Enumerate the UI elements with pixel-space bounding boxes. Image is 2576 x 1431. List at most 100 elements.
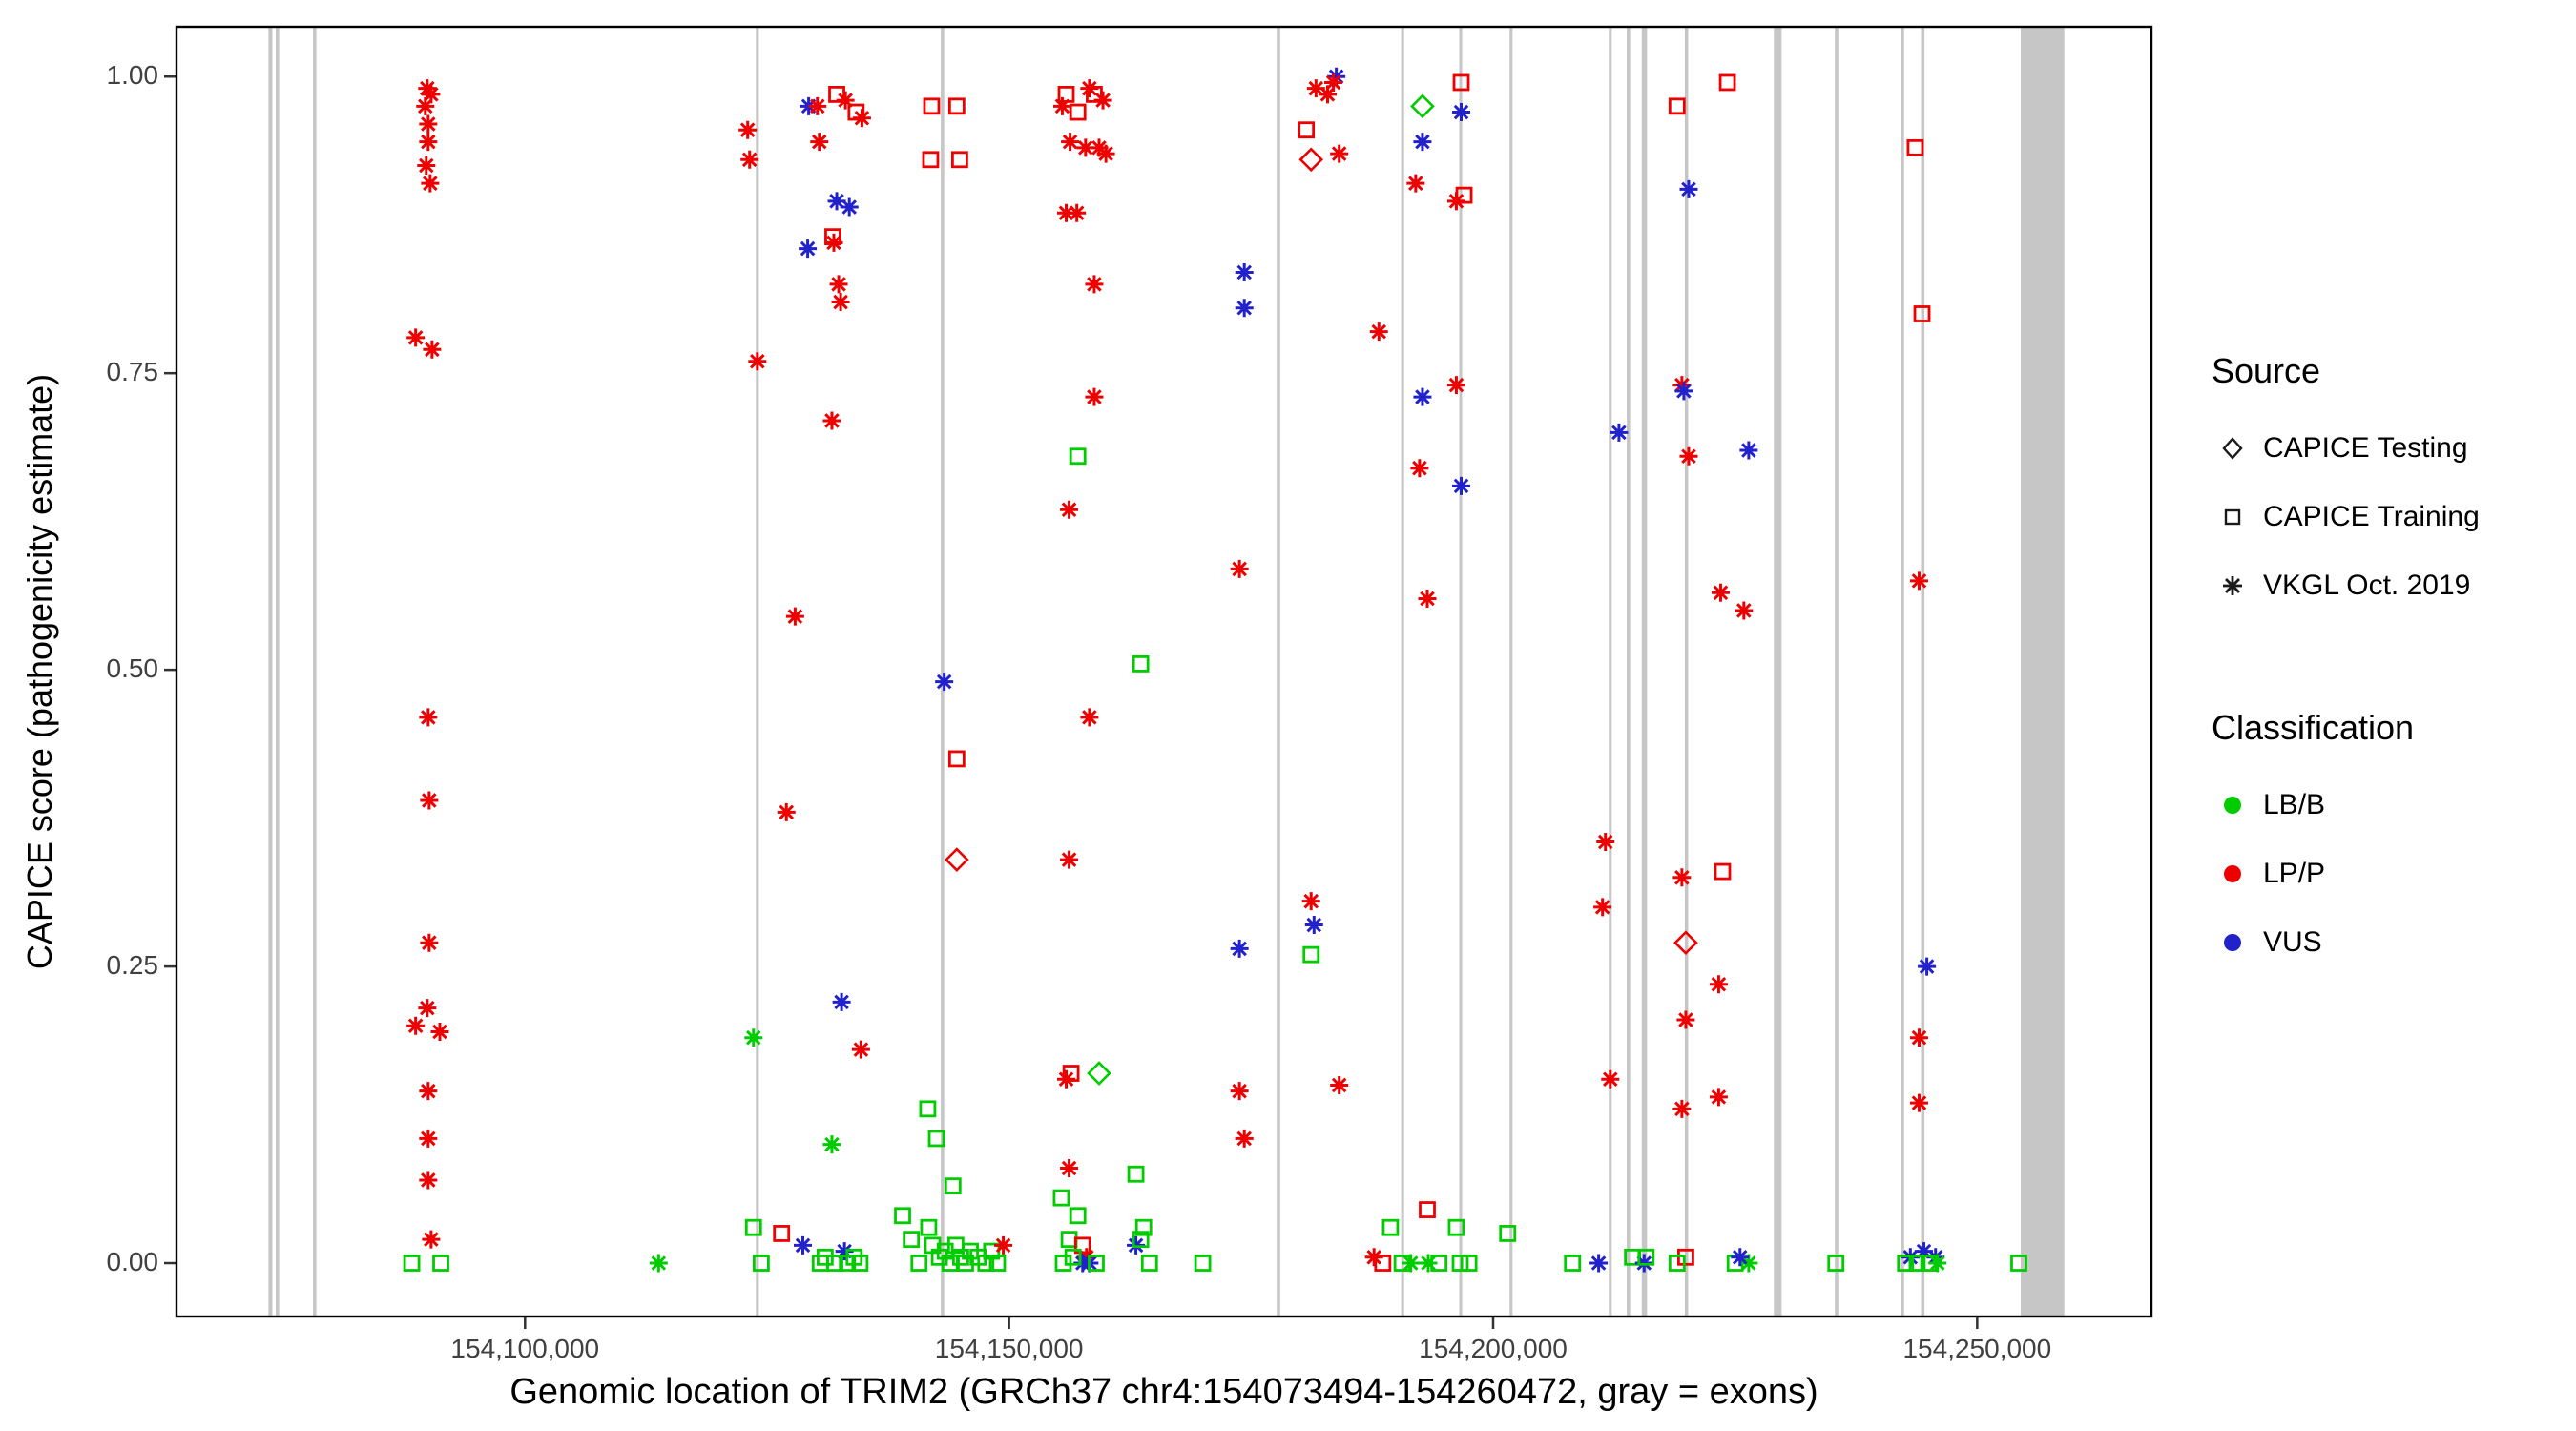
data-point-vkgl-asterisk <box>1446 376 1465 395</box>
legend-group-source: Source CAPICE Testing CAPICE Training VKGL… <box>2212 351 2480 620</box>
data-point-vkgl-asterisk <box>1076 138 1095 157</box>
data-point-vkgl-asterisk <box>1918 957 1937 976</box>
data-point-training-square <box>1140 1255 1158 1272</box>
data-point-vkgl-asterisk <box>420 791 439 810</box>
data-point-vkgl-asterisk <box>1230 939 1249 958</box>
data-point-vkgl-asterisk <box>1060 500 1079 519</box>
legend-item-label: CAPICE Training <box>2263 501 2480 532</box>
data-point-training-square <box>1430 1255 1448 1272</box>
data-point-vkgl-asterisk <box>419 133 438 152</box>
data-point-vkgl-asterisk <box>1452 476 1471 495</box>
data-point-training-square <box>920 1218 938 1236</box>
data-point-training-square <box>1194 1255 1212 1272</box>
data-point-training-square <box>1052 1189 1070 1207</box>
data-point-testing-diamond <box>1087 1061 1111 1086</box>
exon-bar <box>1401 27 1404 1317</box>
y-tick-label: 0.00 <box>106 1247 159 1277</box>
legend-glyph <box>2212 784 2254 826</box>
legend-diamond-icon <box>2222 437 2243 460</box>
data-point-vkgl-asterisk <box>1593 898 1612 917</box>
data-point-vkgl-asterisk <box>1452 103 1471 122</box>
data-point-vkgl-asterisk <box>1709 1088 1728 1107</box>
data-point-testing-diamond <box>1410 93 1435 119</box>
data-point-vkgl-asterisk <box>1909 1028 1928 1047</box>
data-point-vkgl-asterisk <box>1739 441 1758 460</box>
data-point-training-square <box>1718 73 1736 92</box>
data-point-vkgl-asterisk <box>419 708 438 727</box>
data-point-vkgl-asterisk <box>419 1082 438 1101</box>
data-point-vkgl-asterisk <box>1330 144 1349 163</box>
data-point-vkgl-asterisk <box>418 79 437 98</box>
data-point-training-square <box>1564 1255 1582 1272</box>
data-point-vkgl-asterisk <box>1406 174 1425 193</box>
data-point-vkgl-asterisk <box>406 1016 426 1035</box>
data-point-vkgl-asterisk <box>1369 322 1388 342</box>
data-point-vkgl-asterisk <box>1080 708 1099 727</box>
data-point-vkgl-asterisk <box>1739 1254 1758 1273</box>
data-point-vkgl-asterisk <box>1230 559 1249 578</box>
data-point-vkgl-asterisk <box>1304 916 1323 935</box>
data-point-vkgl-asterisk <box>419 1129 438 1148</box>
data-point-vkgl-asterisk <box>1402 1254 1421 1273</box>
data-point-testing-diamond <box>945 847 969 872</box>
legend-item: LP/P <box>2212 840 2480 908</box>
legend-item-label: VKGL Oct. 2019 <box>2263 570 2471 601</box>
data-point-vkgl-asterisk <box>1093 91 1112 110</box>
data-point-vkgl-asterisk <box>1060 850 1079 869</box>
data-point-training-square <box>1913 305 1931 322</box>
exon-bar <box>941 27 945 1317</box>
data-point-vkgl-asterisk <box>1060 1159 1079 1178</box>
data-point-vkgl-asterisk <box>1674 382 1693 401</box>
y-tick-label: 0.50 <box>106 653 159 684</box>
legend-source-items: CAPICE Testing CAPICE Training VKGL Oct. 2… <box>2212 414 2480 620</box>
data-point-training-square <box>903 1231 921 1249</box>
legend-classification-items: LB/B LP/P VUS <box>2212 771 2480 977</box>
data-point-vkgl-asterisk <box>852 109 871 128</box>
data-point-vkgl-asterisk <box>1419 1254 1438 1273</box>
x-tick-label: 154,250,000 <box>1902 1334 2052 1363</box>
data-point-training-square <box>910 1255 928 1272</box>
legend-glyph <box>2212 496 2254 538</box>
data-point-training-square <box>1668 1255 1686 1272</box>
exon-bar <box>1774 27 1782 1317</box>
data-point-vkgl-asterisk <box>1909 571 1928 591</box>
data-point-vkgl-asterisk <box>1676 1010 1695 1029</box>
data-point-vkgl-asterisk <box>836 91 855 110</box>
data-point-vkgl-asterisk <box>1318 85 1337 104</box>
legend-glyph <box>2212 853 2254 895</box>
data-point-training-square <box>927 1130 945 1148</box>
data-point-vkgl-asterisk <box>822 1135 841 1154</box>
data-point-training-square <box>752 1255 770 1272</box>
exon-bar <box>1835 27 1839 1317</box>
data-point-vkgl-asterisk <box>1096 144 1115 163</box>
data-point-vkgl-asterisk <box>1410 459 1429 478</box>
data-point-training-square <box>1637 1248 1655 1266</box>
data-point-training-square <box>1127 1165 1145 1183</box>
data-point-vkgl-asterisk <box>1235 299 1254 318</box>
data-point-vkgl-asterisk <box>799 239 818 259</box>
data-point-training-square <box>1668 97 1686 115</box>
legend-item-label: CAPICE Testing <box>2263 432 2468 464</box>
data-point-vkgl-asterisk <box>1235 1129 1254 1148</box>
data-point-vkgl-asterisk <box>1235 262 1254 281</box>
exon-bar <box>1459 27 1463 1317</box>
data-point-vkgl-asterisk <box>808 96 827 115</box>
x-tick-label: 154,150,000 <box>934 1334 1084 1363</box>
data-point-training-square <box>773 1225 791 1242</box>
data-point-vkgl-asterisk <box>831 293 850 312</box>
data-point-vkgl-asterisk <box>1330 1075 1349 1094</box>
data-point-vkgl-asterisk <box>785 607 804 626</box>
data-point-vkgl-asterisk <box>748 352 767 371</box>
data-point-vkgl-asterisk <box>417 156 436 176</box>
data-point-testing-diamond <box>1298 147 1324 173</box>
data-point-training-square <box>1069 447 1087 466</box>
exon-bar <box>1627 27 1631 1317</box>
data-point-vkgl-asterisk <box>1052 96 1071 115</box>
data-point-vkgl-asterisk <box>738 120 758 139</box>
data-point-vkgl-asterisk <box>1672 868 1692 887</box>
data-point-training-square <box>1298 121 1316 139</box>
data-point-training-square <box>2010 1255 2027 1272</box>
data-point-vkgl-asterisk <box>840 197 859 217</box>
data-point-training-square <box>947 97 966 115</box>
data-point-vkgl-asterisk <box>418 999 437 1018</box>
